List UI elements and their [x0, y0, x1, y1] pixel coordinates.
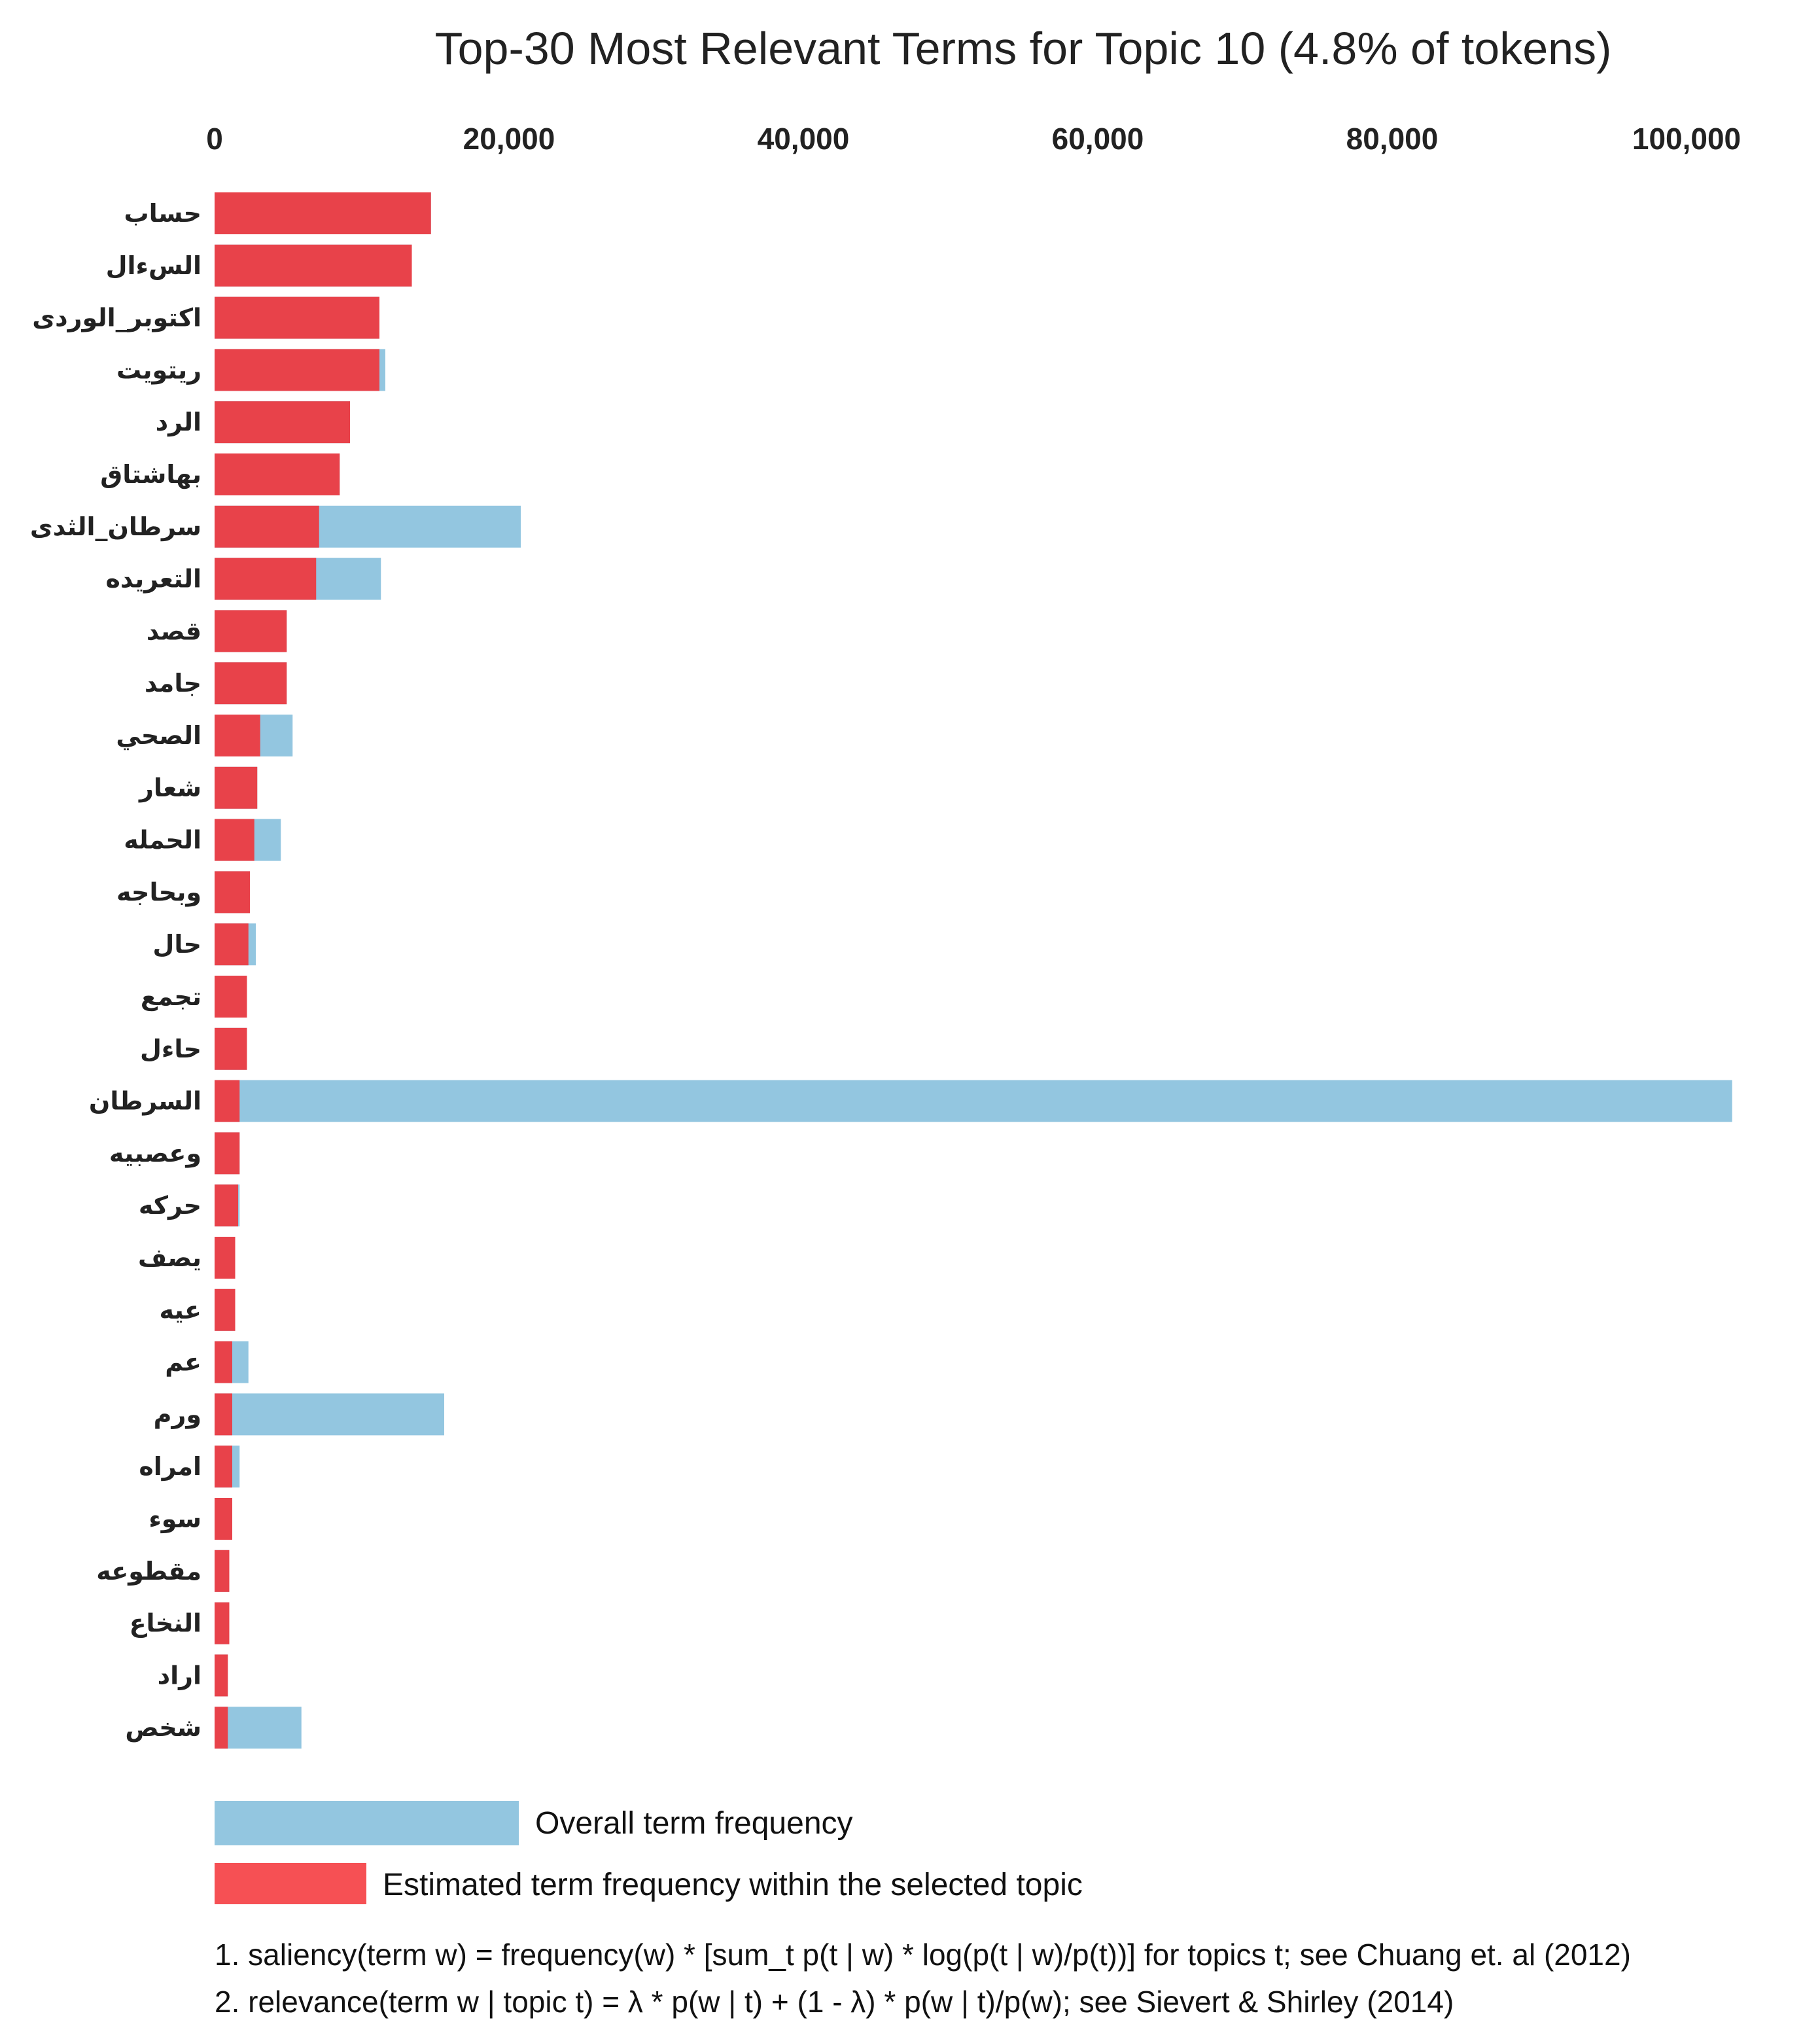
topic-frequency-bar: [215, 819, 254, 861]
topic-frequency-bar: [215, 976, 247, 1018]
x-tick-label: 20,000: [463, 122, 555, 156]
topic-frequency-bar: [215, 715, 260, 756]
term-label: امراه: [139, 1452, 201, 1481]
topic-frequency-bar: [215, 558, 317, 600]
topic-frequency-bar: [215, 923, 249, 966]
term-label: بهاشتاق: [100, 460, 201, 489]
topic-frequency-bar: [215, 766, 258, 809]
topic-frequency-bar: [215, 1237, 236, 1279]
term-label: ورم: [154, 1400, 201, 1429]
legend-swatch-overall: [215, 1801, 519, 1845]
term-label: شخص: [125, 1713, 201, 1742]
topic-frequency-bar: [215, 1132, 240, 1175]
topic-frequency-bar: [215, 1393, 232, 1436]
term-label: سرطان_الثدى: [30, 512, 201, 541]
term-label: مقطوعه: [96, 1557, 201, 1586]
topic-frequency-bar: [215, 1027, 247, 1070]
topic-frequency-bar: [215, 1446, 232, 1488]
term-label: التعريده: [105, 565, 201, 594]
x-tick-label: 40,000: [758, 122, 850, 156]
term-label: حركه: [139, 1191, 201, 1220]
topic-frequency-bar: [215, 453, 340, 495]
term-label: حاءل: [140, 1035, 201, 1063]
topic-frequency-bars: [215, 192, 431, 1749]
topic-frequency-bar: [215, 349, 379, 391]
term-labels: حساب السءال اكتوبر_الوردى ريتويت الرد بهاشتاق…: [30, 199, 201, 1742]
term-label: وبحاجه: [116, 878, 201, 907]
x-tick-label: 80,000: [1346, 122, 1439, 156]
term-label: حال: [152, 930, 201, 959]
x-tick-label: 100,000: [1632, 122, 1741, 156]
overall-frequency-bar: [215, 1707, 302, 1749]
term-label: عيه: [159, 1296, 201, 1324]
topic-frequency-bar: [215, 662, 287, 705]
term-label: عم: [165, 1348, 201, 1377]
legend-swatch-topic: [215, 1863, 366, 1904]
topic-frequency-bar: [215, 871, 250, 914]
topic-frequency-bar: [215, 192, 431, 234]
topic-frequency-bar: [215, 505, 319, 548]
x-tick-label: 60,000: [1052, 122, 1144, 156]
term-label: تجمع: [141, 982, 201, 1011]
legend-label-overall: Overall term frequency: [535, 1806, 853, 1841]
topic-frequency-bar: [215, 610, 287, 652]
topic-frequency-bar: [215, 1550, 230, 1592]
footnote-relevance: 2. relevance(term w | topic t) = λ * p(w…: [215, 1985, 1454, 2019]
term-label: شعار: [138, 773, 201, 802]
topic-frequency-bar: [215, 1288, 236, 1331]
overall-frequency-bars: [215, 192, 1732, 1749]
chart-title: Top-30 Most Relevant Terms for Topic 10 …: [435, 23, 1612, 74]
topic-frequency-bar: [215, 401, 350, 444]
term-label: السرطان: [89, 1087, 201, 1116]
topic-frequency-bar: [215, 1498, 232, 1540]
topic-frequency-bar: [215, 1602, 230, 1644]
legend: Overall term frequency Estimated term fr…: [215, 1801, 1083, 1904]
term-label: اراد: [158, 1661, 201, 1690]
x-tick-label: 0: [206, 122, 223, 156]
term-label: الرد: [156, 408, 201, 436]
term-label: جامد: [145, 669, 201, 698]
topic-frequency-bar: [215, 1341, 232, 1383]
topic-frequency-bar: [215, 296, 379, 339]
term-label: النخاع: [130, 1609, 201, 1638]
term-label: السءال: [106, 251, 201, 280]
term-label: ريتويت: [116, 355, 201, 384]
term-label: حساب: [124, 199, 201, 228]
overall-frequency-bar: [215, 1393, 444, 1436]
term-label: يصف: [138, 1243, 201, 1272]
term-label: اكتوبر_الوردى: [32, 304, 201, 332]
term-label: الحمله: [124, 826, 201, 855]
relevant-terms-chart: Top-30 Most Relevant Terms for Topic 10 …: [30, 23, 1741, 1904]
topic-frequency-bar: [215, 1080, 240, 1122]
footnote-saliency: 1. saliency(term w) = frequency(w) * [su…: [215, 1938, 1631, 1972]
term-label: وعصبيه: [109, 1139, 201, 1168]
legend-label-topic: Estimated term frequency within the sele…: [383, 1868, 1083, 1902]
topic-frequency-bar: [215, 1654, 228, 1697]
term-label: الصحي: [116, 721, 201, 750]
x-axis-ticks: 0 20,000 40,000 60,000 80,000 100,000: [206, 122, 1741, 156]
topic-frequency-bar: [215, 1184, 238, 1227]
topic-frequency-bar: [215, 1707, 228, 1749]
overall-frequency-bar: [215, 1080, 1732, 1122]
term-label: قصد: [147, 616, 201, 645]
topic-frequency-bar: [215, 244, 412, 287]
term-label: سوء: [149, 1504, 201, 1533]
